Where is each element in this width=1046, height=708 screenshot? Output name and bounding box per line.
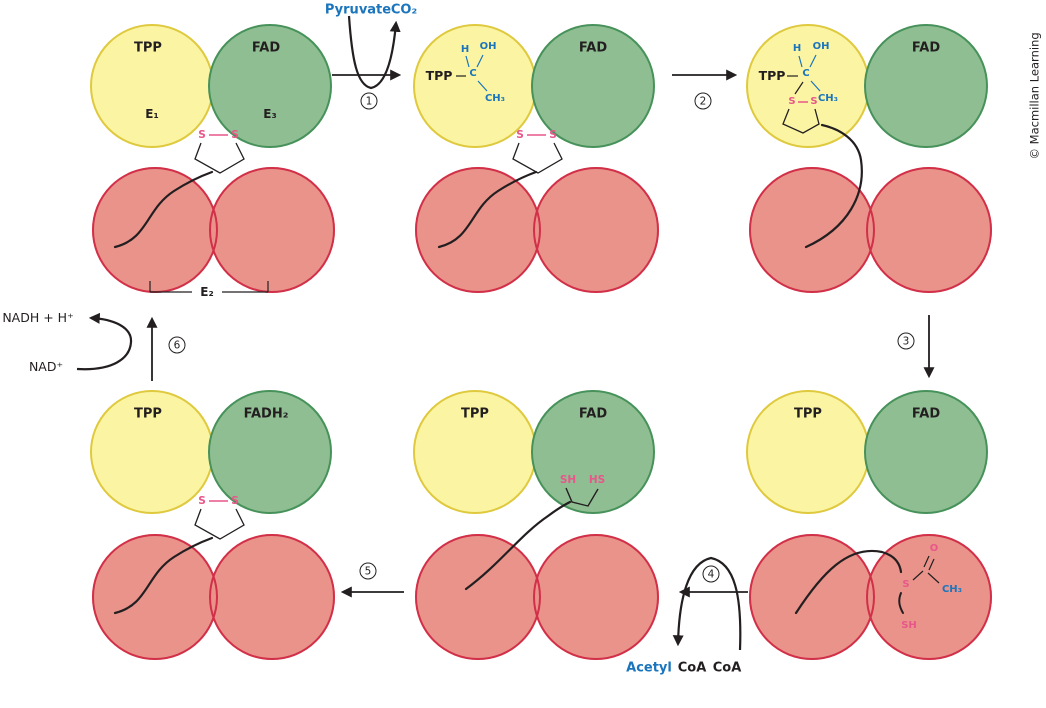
tpp-label-stage1: TPP [134, 40, 162, 56]
co2-label: CO₂ [390, 2, 418, 18]
e2-circle-left-stage2 [415, 167, 541, 293]
o-label-stage4: O [929, 543, 939, 554]
disulfide-s-left-stage2: S [516, 128, 524, 141]
e3-circle-stage4 [864, 390, 988, 514]
e3-circle-stage2 [531, 24, 655, 148]
e2-circle-left-stage3 [749, 167, 875, 293]
e1-circle-stage4 [746, 390, 870, 514]
e1-label: E₁ [145, 107, 159, 121]
c-label-stage2: C [469, 68, 477, 79]
step5-number: 5 [359, 562, 377, 580]
e2-circle-right-stage2 [533, 167, 659, 293]
fad-label-stage3: FAD [911, 40, 941, 56]
pyruvate-label: Pyruvate [324, 2, 392, 18]
hs-label-stage5: HS [588, 473, 606, 486]
h-label-stage3: H [792, 43, 802, 54]
e3-circle-stage3 [864, 24, 988, 148]
acetyl-label: Acetyl [626, 660, 672, 676]
e3-circle-stage1 [208, 24, 332, 148]
e2-circle-right-stage5 [533, 534, 659, 660]
disulfide-s-left-stage1: S [198, 128, 206, 141]
e1-circle-stage6 [90, 390, 214, 514]
disulfide-s-right-stage6: S [231, 494, 239, 507]
step6-exchange-arrow [76, 312, 133, 371]
nad-label: NAD⁺ [28, 358, 64, 374]
s-label-stage4: S [902, 579, 910, 590]
sh-label-stage5: SH [559, 473, 577, 486]
disulfide-s-right-stage1: S [231, 128, 239, 141]
ch3-label-stage4: CH₃ [941, 584, 963, 595]
coa-substrate-label: CoA [712, 660, 742, 676]
e2-label: E₂ [200, 285, 214, 299]
step3-number: 3 [897, 332, 915, 350]
e1-circle-stage2 [413, 24, 537, 148]
h-label-stage2: H [460, 44, 470, 55]
step4-number: 4 [702, 565, 720, 583]
tpp-label-stage6: TPP [134, 406, 162, 422]
oh-label-stage3: OH [812, 41, 830, 52]
fad-label-stage1: FAD [251, 40, 281, 56]
fad-label-stage4: FAD [911, 406, 941, 422]
disulfide-s-right-stage2: S [549, 128, 557, 141]
e2-circle-left-stage4 [749, 534, 875, 660]
e2-circle-right-stage3 [866, 167, 992, 293]
step2-number: 2 [694, 92, 712, 110]
ch3-label-stage3: CH₃ [817, 93, 839, 104]
s-right-label-stage3: S [810, 96, 818, 107]
oh-label-stage2: OH [479, 41, 497, 52]
tpp-label-stage2: TPP [425, 67, 453, 83]
step6-number: 6 [168, 336, 186, 354]
e1-circle-stage3 [746, 24, 870, 148]
e1-circle-stage1 [90, 24, 214, 148]
e2-circle-left-stage1 [92, 167, 218, 293]
nadh-label: NADH + H⁺ [2, 309, 74, 325]
fad-label-stage5: FAD [578, 406, 608, 422]
c-label-stage3: C [802, 68, 810, 79]
e2-circle-right-stage6 [209, 534, 335, 660]
tpp-label-stage5: TPP [461, 406, 489, 422]
coa-product-label: CoA [677, 660, 707, 676]
e2-circle-left-stage6 [92, 534, 218, 660]
tpp-label-stage4: TPP [794, 406, 822, 422]
step1-number: 1 [360, 92, 378, 110]
e2-circle-right-stage1 [209, 167, 335, 293]
fadh2-label-stage6: FADH₂ [243, 406, 289, 422]
sh-label-stage4: SH [901, 620, 917, 631]
e3-circle-stage6 [208, 390, 332, 514]
fad-label-stage2: FAD [578, 40, 608, 56]
ch3-label-stage2: CH₃ [484, 93, 506, 104]
e2-circle-left-stage5 [415, 534, 541, 660]
disulfide-s-left-stage6: S [198, 494, 206, 507]
macmillan-credit: © Macmillan Learning [1027, 32, 1042, 160]
e3-label: E₃ [263, 107, 277, 121]
s-left-label-stage3: S [788, 96, 796, 107]
step1-exchange-arrow [347, 15, 401, 90]
tpp-label-stage3: TPP [758, 67, 786, 83]
e1-circle-stage5 [413, 390, 537, 514]
